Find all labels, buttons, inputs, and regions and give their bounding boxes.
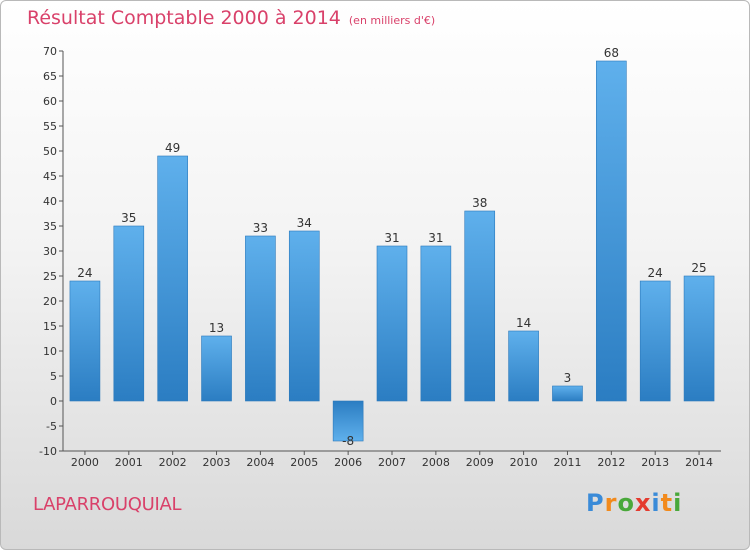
bar-2011 [552,385,583,402]
y-tick-label: 60 [43,95,57,108]
bar-2000 [69,280,101,402]
data-label-2007: 31 [384,231,399,245]
y-tick-label: 40 [43,195,57,208]
logo-letter: o [617,489,635,517]
x-tick-label: 2004 [246,456,274,469]
x-tick-label: 2002 [159,456,187,469]
y-tick-label: -5 [46,420,57,433]
data-label-2011: 3 [564,371,572,385]
chart-axes: -10 -5 0 5 10 15 20 25 30 35 40 45 50 55 60 65 70 2000 200… [39,45,721,469]
y-tick-label: 55 [43,120,57,133]
bar-2003 [201,335,232,402]
data-label-2004: 33 [253,221,268,235]
chart-subtitle: (en milliers d'€) [348,14,436,27]
data-label-2014: 25 [691,261,706,275]
y-tick-label: 15 [43,320,57,333]
bar-2007 [376,245,408,402]
chart-labels: 24 35 49 13 33 34 -8 31 31 38 14 3 68 24 25 [77,46,706,448]
data-label-2010: 14 [516,316,531,330]
x-tick-label: 2010 [510,456,538,469]
x-tick-label: 2007 [378,456,406,469]
data-label-2008: 31 [428,231,443,245]
x-tick-label: 2011 [553,456,581,469]
y-tick-label: 45 [43,170,57,183]
logo-letter: i [651,489,661,517]
y-tick-label: 30 [43,245,57,258]
proxiti-logo: Proxiti [586,489,682,517]
data-label-2001: 35 [121,211,136,225]
y-tick-label: 65 [43,70,57,83]
bar-2002 [157,155,188,402]
x-tick-label: 2005 [290,456,318,469]
data-label-2013: 24 [648,266,663,280]
y-tick-label: 0 [50,395,57,408]
data-label-2000: 24 [77,266,92,280]
x-tick-label: 2012 [597,456,625,469]
y-tick-label: 5 [50,370,57,383]
logo-letter: P [586,489,605,517]
bar-2004 [245,235,276,402]
bar-2009 [464,210,496,402]
x-tick-label: 2003 [203,456,231,469]
y-tick-label: 25 [43,270,57,283]
data-label-2002: 49 [165,141,180,155]
bar-2014 [683,275,715,402]
bar-2012 [596,60,627,402]
y-tick-label: 50 [43,145,57,158]
y-tick-label: 20 [43,295,57,308]
x-tick-label: 2006 [334,456,362,469]
x-tick-label: 2008 [422,456,450,469]
data-label-2006: -8 [342,434,354,448]
chart-title-text: Résultat Comptable 2000 à 2014 [27,7,341,29]
bar-2013 [639,280,671,402]
logo-letter: r [604,489,618,517]
bar-2006 [332,400,364,442]
data-label-2003: 13 [209,321,224,335]
y-tick-label: -10 [39,445,57,458]
bar-2005 [288,230,320,402]
data-label-2012: 68 [604,46,619,60]
x-tick-label: 2013 [641,456,669,469]
logo-letter: i [673,489,683,517]
y-tick-label: 10 [43,345,57,358]
y-tick-label: 35 [43,220,57,233]
commune-name: LAPARROUQUIAL [33,494,182,515]
x-tick-label: 2000 [71,456,99,469]
y-tick-label: 70 [43,45,57,58]
chart-bars [69,60,715,442]
data-label-2009: 38 [472,196,487,210]
x-tick-label: 2001 [115,456,143,469]
bar-2001 [113,225,145,402]
chart-title: Résultat Comptable 2000 à 2014 (en millie… [27,7,435,29]
bar-2010 [508,330,539,402]
bar-2008 [420,245,452,402]
logo-letter: x [634,489,652,517]
data-label-2005: 34 [297,216,312,230]
logo-letter: t [660,489,674,517]
x-tick-label: 2014 [685,456,713,469]
x-tick-label: 2009 [466,456,494,469]
